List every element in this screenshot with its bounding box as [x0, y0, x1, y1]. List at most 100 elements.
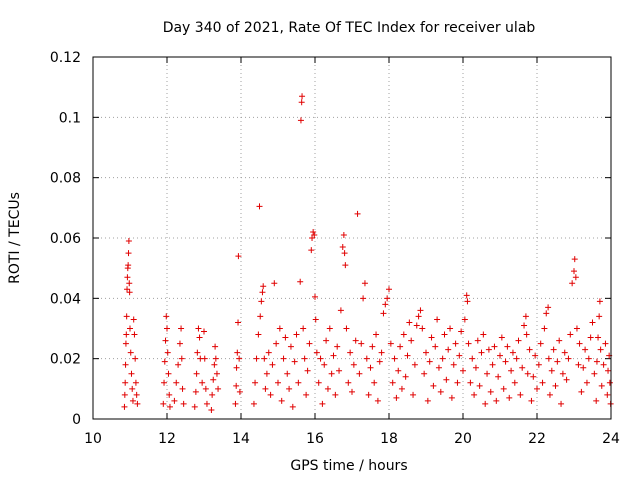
data-point — [233, 364, 240, 371]
data-point — [435, 364, 442, 371]
data-point — [575, 361, 582, 368]
data-point — [129, 385, 136, 392]
data-point — [127, 349, 134, 356]
data-point — [124, 286, 131, 293]
data-point — [360, 295, 367, 302]
y-tick-label: 0.04 — [50, 291, 81, 307]
data-point — [339, 244, 346, 251]
data-point — [334, 343, 341, 350]
data-point — [595, 334, 602, 341]
data-point — [371, 379, 378, 386]
data-point — [259, 289, 266, 296]
data-point — [356, 370, 363, 377]
data-point — [380, 310, 387, 317]
data-point — [315, 379, 322, 386]
data-point — [193, 370, 200, 377]
data-point — [132, 355, 139, 362]
data-point — [596, 298, 603, 305]
data-point — [213, 370, 220, 377]
data-point — [287, 343, 294, 350]
data-point — [593, 358, 600, 365]
data-point — [410, 391, 417, 398]
data-point — [298, 99, 305, 106]
data-point — [537, 340, 544, 347]
data-point — [363, 355, 370, 362]
data-point — [546, 391, 553, 398]
data-point — [313, 349, 320, 356]
data-point — [447, 325, 454, 332]
data-point — [122, 361, 129, 368]
data-point — [233, 382, 240, 389]
data-point — [524, 370, 531, 377]
x-tick-labels: 10 12 14 16 18 20 22 24 — [84, 431, 620, 447]
data-point — [271, 280, 278, 287]
data-point — [589, 319, 596, 326]
y-tick-label: 0.08 — [50, 171, 81, 187]
data-point — [382, 301, 389, 308]
data-point — [472, 364, 479, 371]
y-axis-label: ROTI / TECUs — [7, 192, 23, 284]
data-point — [421, 370, 428, 377]
data-point — [196, 334, 203, 341]
data-point — [502, 358, 509, 365]
data-point — [278, 397, 285, 404]
data-point — [293, 331, 300, 338]
data-point — [365, 391, 372, 398]
data-point — [252, 379, 259, 386]
data-point — [432, 343, 439, 350]
y-tick-label: 0.02 — [50, 352, 81, 368]
data-point — [485, 346, 492, 353]
data-point — [448, 394, 455, 401]
data-point — [275, 379, 281, 386]
data-point — [317, 355, 324, 362]
data-point — [191, 403, 198, 410]
data-point — [300, 325, 307, 332]
data-point — [160, 400, 167, 407]
data-point — [284, 370, 291, 377]
data-point — [180, 400, 187, 407]
data-point — [460, 367, 466, 374]
data-point — [319, 400, 326, 407]
data-point — [306, 340, 313, 347]
data-point — [127, 325, 133, 332]
data-point — [295, 379, 302, 386]
data-point — [323, 337, 330, 344]
data-point — [587, 334, 594, 341]
data-point — [210, 376, 217, 383]
data-point — [273, 340, 280, 347]
data-point — [509, 349, 516, 356]
data-point — [480, 331, 487, 338]
data-point — [578, 388, 585, 395]
data-point — [123, 331, 130, 338]
data-point — [463, 292, 470, 299]
data-point — [212, 343, 219, 350]
data-point — [232, 400, 239, 407]
data-point — [571, 256, 578, 263]
data-point — [596, 313, 603, 320]
x-tick-label: 12 — [158, 431, 176, 447]
data-point — [530, 373, 537, 380]
data-point — [543, 310, 550, 317]
data-point — [256, 203, 263, 210]
data-point — [406, 319, 413, 326]
data-point — [411, 361, 418, 368]
data-point — [456, 352, 463, 359]
data-point — [332, 391, 339, 398]
data-point — [126, 289, 133, 296]
data-point — [125, 250, 132, 257]
data-point — [250, 400, 257, 407]
data-point — [417, 307, 424, 314]
data-point — [506, 394, 513, 401]
data-point — [308, 247, 315, 254]
data-point — [391, 355, 398, 362]
data-point — [393, 394, 400, 401]
data-point — [397, 343, 404, 350]
data-point — [291, 358, 298, 365]
data-point — [395, 367, 402, 374]
data-point — [534, 385, 540, 392]
data-point — [597, 346, 604, 353]
data-point — [345, 379, 352, 386]
data-point — [343, 325, 350, 332]
data-point — [465, 340, 472, 347]
